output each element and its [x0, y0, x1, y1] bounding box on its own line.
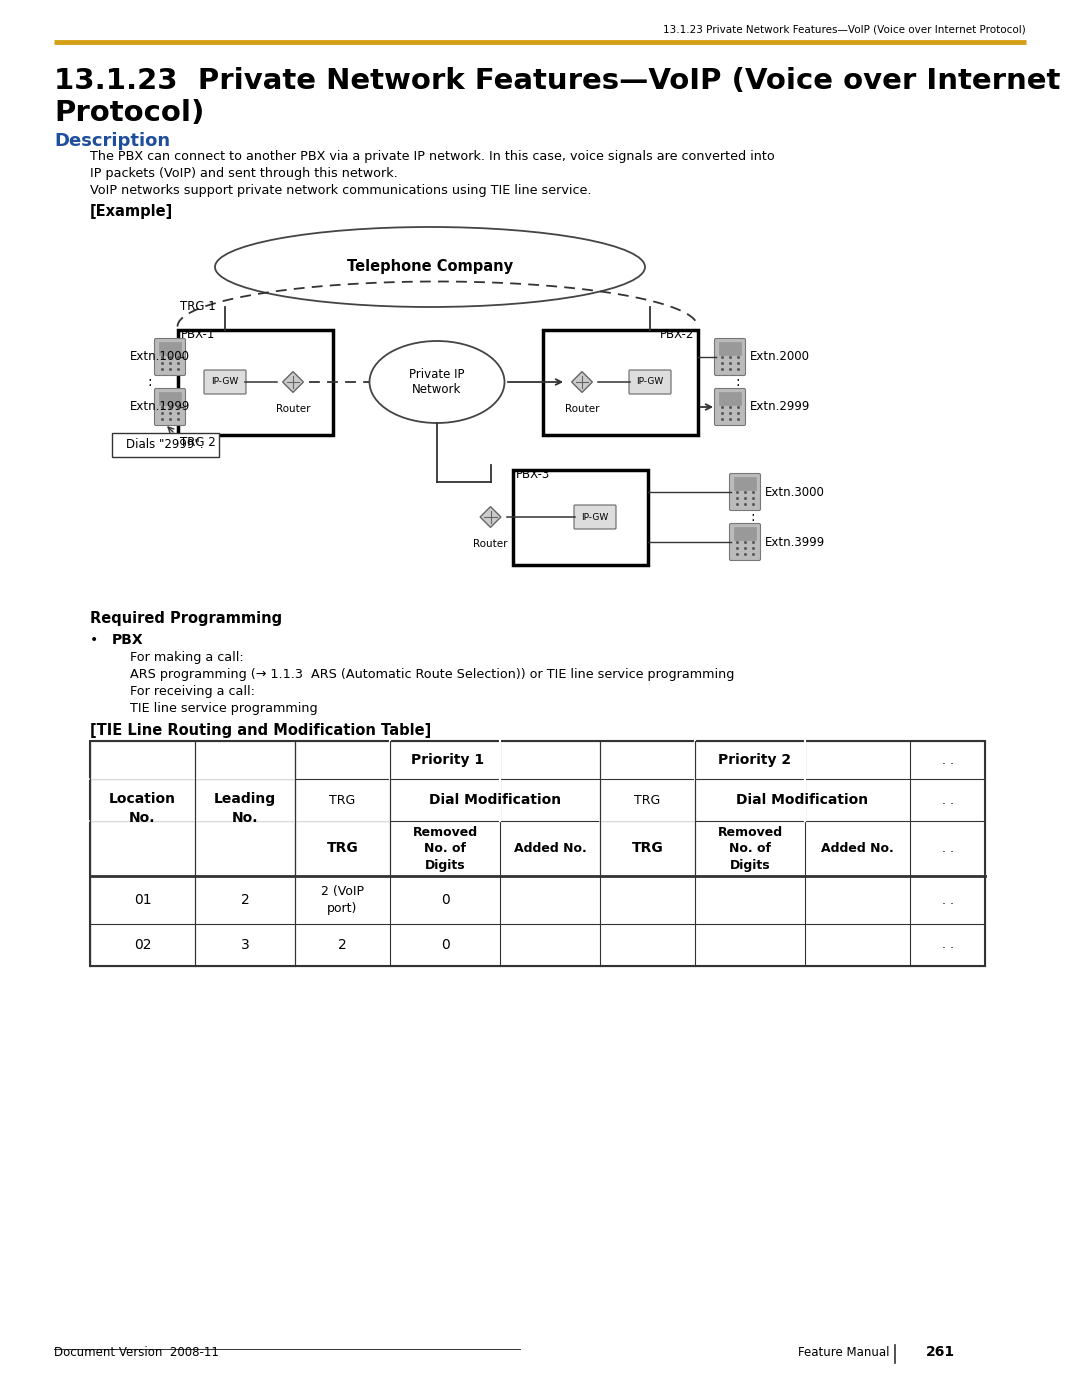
Text: IP-GW: IP-GW	[212, 377, 239, 387]
Text: Dial Modification: Dial Modification	[429, 793, 562, 807]
Text: Router: Router	[565, 404, 599, 414]
Text: PBX-3: PBX-3	[515, 468, 550, 481]
Text: . .: . .	[942, 793, 954, 806]
Text: :: :	[750, 510, 755, 524]
FancyBboxPatch shape	[719, 342, 741, 355]
Text: •: •	[90, 633, 98, 647]
Text: 13.1.23 Private Network Features—VoIP (Voice over Internet Protocol): 13.1.23 Private Network Features—VoIP (V…	[663, 25, 1026, 35]
Text: VoIP networks support private network communications using TIE line service.: VoIP networks support private network co…	[90, 184, 592, 197]
Text: [Example]: [Example]	[90, 204, 173, 219]
Text: Required Programming: Required Programming	[90, 610, 282, 626]
FancyBboxPatch shape	[542, 330, 698, 434]
Text: Extn.3999: Extn.3999	[765, 535, 825, 549]
FancyBboxPatch shape	[715, 338, 745, 376]
Text: Telephone Company: Telephone Company	[347, 260, 513, 274]
Text: IP-GW: IP-GW	[636, 377, 663, 387]
Text: Extn.1000: Extn.1000	[130, 351, 190, 363]
Text: Document Version  2008-11: Document Version 2008-11	[54, 1345, 219, 1359]
Text: Router: Router	[473, 539, 508, 549]
FancyBboxPatch shape	[715, 388, 745, 426]
Text: Protocol): Protocol)	[54, 99, 204, 127]
Text: TRG 1: TRG 1	[180, 299, 216, 313]
Text: Priority 2: Priority 2	[718, 753, 792, 767]
Text: Feature Manual: Feature Manual	[798, 1345, 890, 1359]
Text: Router: Router	[275, 404, 310, 414]
Ellipse shape	[215, 226, 645, 307]
Text: For making a call:: For making a call:	[130, 651, 244, 664]
Text: Extn.1999: Extn.1999	[130, 401, 190, 414]
Polygon shape	[481, 507, 501, 528]
Text: TRG: TRG	[632, 841, 663, 855]
Text: PBX-1: PBX-1	[180, 327, 215, 341]
FancyBboxPatch shape	[729, 524, 760, 560]
Text: Extn.3000: Extn.3000	[765, 486, 825, 499]
Text: PBX: PBX	[112, 633, 144, 647]
Text: 261: 261	[926, 1345, 955, 1359]
Text: Description: Description	[54, 131, 171, 149]
Text: Added No.: Added No.	[514, 842, 586, 855]
Polygon shape	[571, 372, 593, 393]
Text: :: :	[735, 374, 740, 388]
FancyBboxPatch shape	[177, 330, 333, 434]
Text: TRG 2: TRG 2	[180, 436, 216, 450]
FancyBboxPatch shape	[154, 388, 186, 426]
Text: IP packets (VoIP) and sent through this network.: IP packets (VoIP) and sent through this …	[90, 168, 397, 180]
FancyBboxPatch shape	[729, 474, 760, 510]
Text: Extn.2000: Extn.2000	[750, 351, 810, 363]
Text: The PBX can connect to another PBX via a private IP network. In this case, voice: The PBX can connect to another PBX via a…	[90, 149, 774, 163]
Text: TRG: TRG	[329, 793, 355, 806]
Text: TRG: TRG	[634, 793, 661, 806]
Text: Priority 1: Priority 1	[410, 753, 484, 767]
FancyBboxPatch shape	[573, 504, 616, 529]
Text: [TIE Line Routing and Modification Table]: [TIE Line Routing and Modification Table…	[90, 724, 431, 738]
Text: 2 (VoIP
port): 2 (VoIP port)	[321, 886, 364, 915]
Text: . .: . .	[942, 753, 954, 767]
Text: 02: 02	[134, 937, 151, 951]
Polygon shape	[283, 372, 303, 393]
FancyBboxPatch shape	[159, 342, 181, 355]
Text: 2: 2	[338, 937, 347, 951]
Text: ARS programming (→ 1.1.3  ARS (Automatic Route Selection)) or TIE line service p: ARS programming (→ 1.1.3 ARS (Automatic …	[130, 668, 734, 680]
Text: 13.1.23  Private Network Features—VoIP (Voice over Internet: 13.1.23 Private Network Features—VoIP (V…	[54, 67, 1061, 95]
FancyBboxPatch shape	[734, 527, 756, 541]
FancyBboxPatch shape	[154, 338, 186, 376]
Text: IP-GW: IP-GW	[581, 513, 609, 521]
Text: :: :	[148, 374, 152, 388]
FancyBboxPatch shape	[629, 370, 671, 394]
Text: 3: 3	[241, 937, 249, 951]
Text: Location
No.: Location No.	[109, 792, 176, 824]
Text: PBX-2: PBX-2	[660, 327, 694, 341]
Text: Added No.: Added No.	[821, 842, 894, 855]
Text: 2: 2	[241, 893, 249, 907]
Text: Private IP
Network: Private IP Network	[409, 367, 464, 395]
Text: Removed
No. of
Digits: Removed No. of Digits	[717, 826, 783, 872]
Text: For receiving a call:: For receiving a call:	[130, 685, 255, 698]
FancyBboxPatch shape	[719, 393, 741, 405]
Text: 0: 0	[441, 893, 449, 907]
Text: TIE line service programming: TIE line service programming	[130, 703, 318, 715]
Text: Extn.2999: Extn.2999	[750, 401, 810, 414]
FancyBboxPatch shape	[112, 433, 219, 457]
Text: Dial Modification: Dial Modification	[737, 793, 868, 807]
FancyBboxPatch shape	[159, 393, 181, 405]
Text: Dials "2999".: Dials "2999".	[126, 439, 204, 451]
Text: . .: . .	[942, 842, 954, 855]
FancyBboxPatch shape	[204, 370, 246, 394]
Text: . .: . .	[942, 894, 954, 907]
Ellipse shape	[369, 341, 504, 423]
Text: Removed
No. of
Digits: Removed No. of Digits	[413, 826, 477, 872]
Text: 01: 01	[134, 893, 151, 907]
Text: Leading
No.: Leading No.	[214, 792, 276, 824]
FancyBboxPatch shape	[513, 469, 648, 564]
Text: . .: . .	[942, 939, 954, 951]
Text: TRG: TRG	[326, 841, 359, 855]
Text: 0: 0	[441, 937, 449, 951]
FancyBboxPatch shape	[734, 476, 756, 490]
